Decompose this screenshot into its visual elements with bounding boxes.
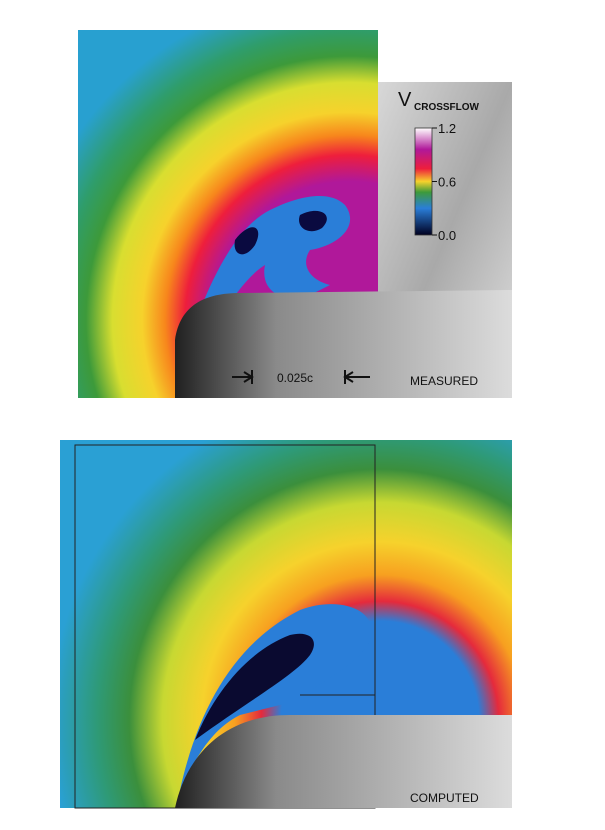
scale-arrow-right <box>343 370 370 384</box>
vortex <box>180 604 372 790</box>
vortex-core <box>234 210 327 255</box>
colorbar-tick-label: 1.2 <box>438 121 456 136</box>
colorbar-tick-label: 0.0 <box>438 228 456 243</box>
wing-body <box>175 290 512 398</box>
colorbar-tick-label: 0.6 <box>438 175 456 190</box>
legend-subtitle: CROSSFLOW <box>414 102 480 113</box>
wing-body <box>175 715 512 808</box>
panel-label: COMPUTED <box>410 791 479 805</box>
panel-label: MEASURED <box>410 374 478 388</box>
vortex-core <box>195 633 314 740</box>
legend-title: V <box>398 89 412 111</box>
vortex <box>180 195 351 380</box>
scale-arrow-left <box>232 370 254 384</box>
colorbar <box>414 127 433 236</box>
colorbar-ticks: 1.2 0.6 0.0 <box>432 121 456 243</box>
scale-label: 0.025c <box>277 371 313 385</box>
